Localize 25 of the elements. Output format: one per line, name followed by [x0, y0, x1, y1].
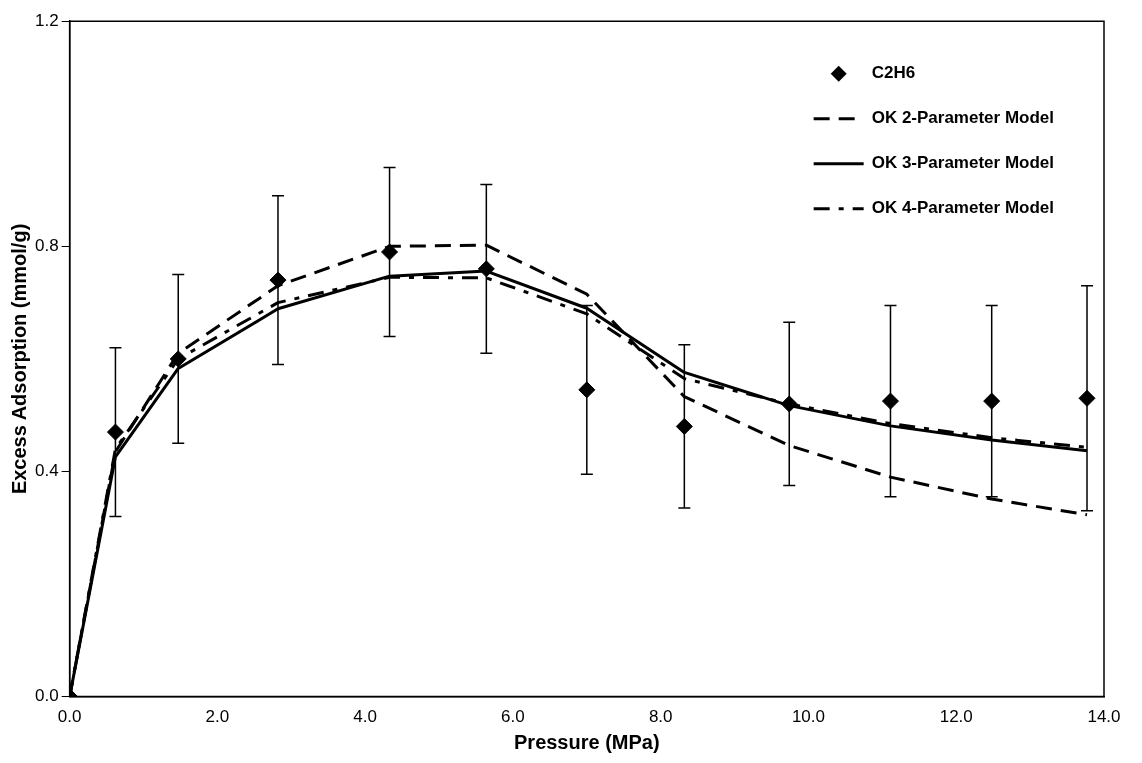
x-tick-label: 14.0 — [1087, 707, 1121, 727]
point — [983, 392, 1001, 410]
y-tick-label: 0.0 — [34, 686, 59, 706]
x-tick-label: 2.0 — [205, 707, 230, 727]
y-tick-label: 0.4 — [34, 461, 59, 481]
x-tick-label: 0.0 — [57, 707, 82, 727]
legend-label: C2H6 — [871, 63, 916, 83]
point — [106, 423, 124, 441]
x-tick-label: 8.0 — [648, 707, 673, 727]
y-axis-title: Excess Adsorption (mmol/g) — [7, 223, 30, 495]
legend-label: OK 3-Parameter Model — [871, 153, 1055, 173]
x-axis-title: Pressure (MPa) — [514, 730, 660, 753]
legend-label: OK 4-Parameter Model — [871, 198, 1055, 218]
point — [381, 243, 399, 261]
y-tick-label: 0.8 — [34, 236, 59, 256]
point — [881, 392, 899, 410]
point — [675, 417, 693, 435]
point — [477, 260, 495, 278]
x-tick-label: 10.0 — [791, 707, 826, 727]
legend-label: OK 2-Parameter Model — [871, 108, 1055, 128]
point — [780, 395, 798, 413]
y-tick-label: 1.2 — [34, 10, 59, 30]
x-tick-label: 4.0 — [353, 707, 377, 727]
x-tick-label: 6.0 — [501, 707, 525, 727]
x-tick-label: 12.0 — [939, 707, 973, 727]
